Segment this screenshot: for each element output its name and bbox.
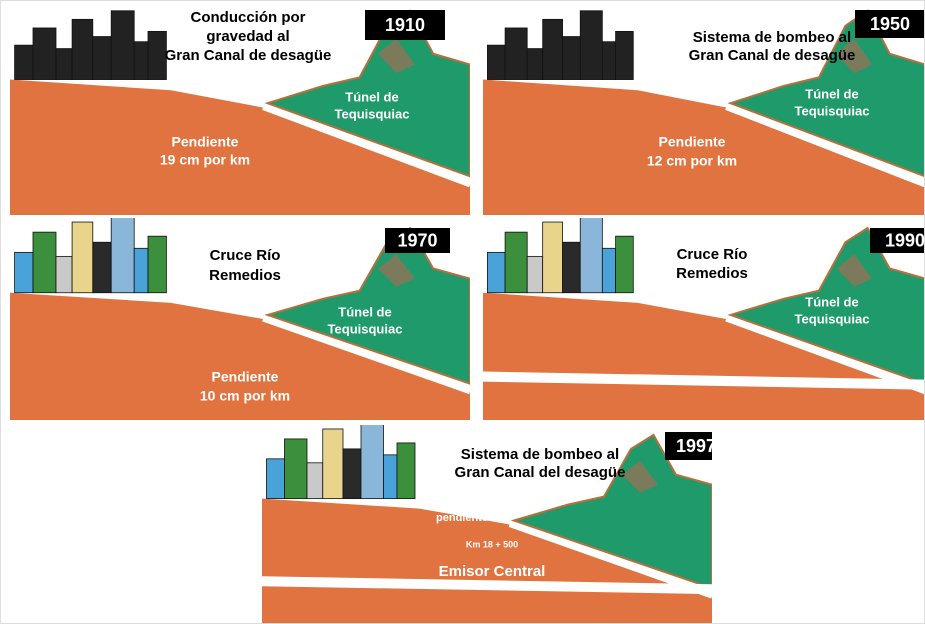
building	[111, 11, 134, 80]
note-text: Remedios	[676, 265, 748, 282]
note-text: Conducción por	[191, 9, 306, 26]
panel: 1990 Cruce Río Remedios Túnel de Tequisquiac	[483, 212, 925, 420]
building	[134, 42, 148, 80]
building	[33, 28, 56, 80]
building	[616, 236, 634, 293]
note-text: 10 cm por km	[200, 388, 290, 404]
note-text: Pendiente	[659, 134, 726, 150]
year-label: 1990	[885, 230, 925, 250]
note-text: Remedios	[209, 267, 281, 284]
note-text: Tequisquiac	[328, 321, 403, 336]
building	[487, 252, 505, 292]
note-text: Túnel de	[345, 89, 398, 104]
building	[111, 212, 134, 293]
note-text: Cruce Río	[677, 246, 748, 263]
note-text: Túnel de	[805, 86, 858, 101]
note-text: Tequisquiac	[795, 311, 870, 326]
note-text: Tequisquiac	[795, 103, 870, 118]
building	[543, 19, 563, 79]
building	[148, 31, 166, 79]
note-text: Cruce Río	[210, 247, 281, 264]
note-text: Gran Canal de desagüe	[689, 47, 856, 64]
note-text: Gran Canal del desagüe	[455, 464, 626, 481]
note-text: Túnel de	[338, 304, 391, 319]
note-text: Sistema de bombeo al	[461, 446, 619, 463]
building	[307, 463, 323, 499]
building	[543, 222, 563, 293]
note-text: 12 cm por km	[647, 153, 737, 169]
building	[15, 45, 33, 79]
note-text: Túnel de	[805, 294, 858, 309]
building	[148, 236, 166, 293]
panel: 1970 Cruce Río Remedios Túnel de Tequisquiac…	[10, 212, 470, 420]
year-label: 1997	[676, 436, 716, 456]
building	[361, 419, 384, 499]
year-label: 1970	[397, 230, 437, 250]
note-text: Contra-	[442, 499, 481, 511]
building	[72, 19, 93, 79]
building	[580, 212, 602, 293]
building	[527, 256, 542, 292]
diagram: 1910 Conducción por gravedad al Gran Canal …	[0, 0, 925, 624]
building	[72, 222, 93, 293]
note-text: Pendiente	[172, 134, 239, 150]
building	[33, 232, 56, 293]
note-text: Sistema de bombeo al	[693, 29, 851, 46]
building	[56, 49, 72, 80]
building	[487, 45, 505, 79]
note-text: Emisor Central	[439, 563, 546, 580]
building	[580, 11, 602, 80]
building	[602, 42, 615, 80]
note-text: Tequisquiac	[335, 106, 410, 121]
year-label: 1910	[385, 15, 425, 35]
building	[15, 252, 33, 292]
building	[134, 248, 148, 292]
building	[505, 232, 527, 293]
building	[285, 439, 308, 499]
building	[602, 248, 615, 292]
note-text: 19 cm por km	[160, 152, 250, 168]
building	[505, 28, 527, 80]
building	[527, 49, 542, 80]
building	[56, 256, 72, 292]
building	[563, 37, 581, 80]
year-label: 1950	[870, 14, 910, 34]
building	[93, 37, 111, 80]
building	[397, 443, 415, 499]
panel: 1910 Conducción por gravedad al Gran Canal …	[10, 0, 470, 215]
building	[323, 429, 343, 499]
note-text: Pendiente	[212, 369, 279, 385]
note-text: pendiente	[436, 512, 488, 524]
building	[563, 242, 581, 292]
note-text: Km 18 + 500	[466, 539, 518, 549]
building	[267, 459, 285, 499]
note-text: gravedad al	[206, 28, 289, 45]
building	[616, 31, 634, 79]
building	[93, 242, 111, 292]
building	[384, 455, 398, 499]
note-text: Gran Canal de desagüe	[165, 47, 332, 64]
building	[343, 449, 361, 499]
